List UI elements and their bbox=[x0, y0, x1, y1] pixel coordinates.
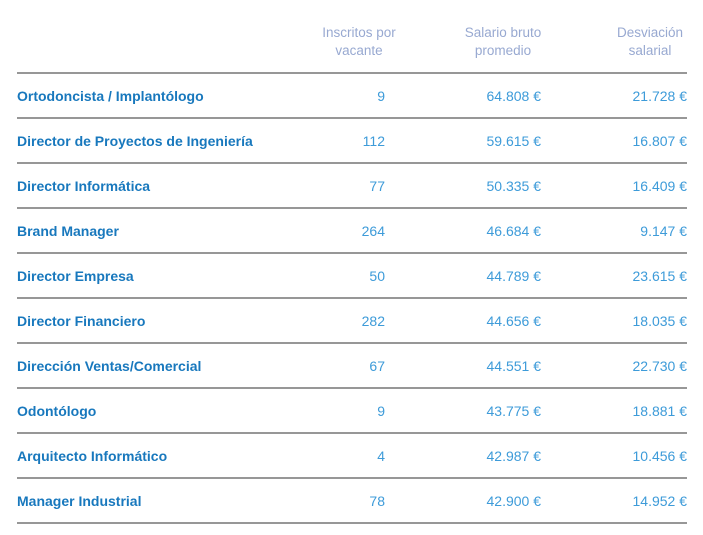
col-header-desviacion: Desviación salarial bbox=[591, 24, 687, 60]
salario-cell: 46.684 € bbox=[486, 222, 542, 239]
table-row: Brand Manager 264 46.684 € 9.147 € bbox=[17, 209, 687, 254]
col-header-salario: Salario bruto promedio bbox=[415, 24, 591, 60]
table-header: Inscritos por vacante Salario bruto prom… bbox=[17, 22, 687, 74]
inscritos-cell: 282 bbox=[361, 312, 385, 329]
salario-cell: 59.615 € bbox=[486, 132, 542, 149]
col-header-inscritos: Inscritos por vacante bbox=[303, 24, 415, 60]
table-row: Director Financiero 282 44.656 € 18.035 … bbox=[17, 299, 687, 344]
desviacion-cell: 16.409 € bbox=[632, 177, 688, 194]
job-title-cell: Dirección Ventas/Comercial bbox=[17, 357, 202, 374]
job-title-cell: Director Informática bbox=[17, 177, 151, 194]
table-row: Dirección Ventas/Comercial 67 44.551 € 2… bbox=[17, 344, 687, 389]
inscritos-cell: 9 bbox=[377, 402, 385, 419]
inscritos-cell: 67 bbox=[369, 357, 385, 374]
desviacion-cell: 22.730 € bbox=[632, 357, 688, 374]
desviacion-cell: 21.728 € bbox=[632, 87, 688, 104]
inscritos-cell: 77 bbox=[369, 177, 385, 194]
salario-cell: 44.656 € bbox=[486, 312, 542, 329]
table-row: Arquitecto Informático 4 42.987 € 10.456… bbox=[17, 434, 687, 479]
salario-cell: 43.775 € bbox=[486, 402, 542, 419]
desviacion-cell: 16.807 € bbox=[632, 132, 688, 149]
job-title-cell: Manager Industrial bbox=[17, 492, 142, 509]
table-row: Director Informática 77 50.335 € 16.409 … bbox=[17, 164, 687, 209]
job-title-cell: Director de Proyectos de Ingeniería bbox=[17, 132, 253, 149]
desviacion-cell: 23.615 € bbox=[632, 267, 688, 284]
job-title-cell: Arquitecto Informático bbox=[17, 447, 168, 464]
inscritos-cell: 4 bbox=[377, 447, 385, 464]
desviacion-cell: 18.035 € bbox=[632, 312, 688, 329]
table-row: Director de Proyectos de Ingeniería 112 … bbox=[17, 119, 687, 164]
salario-cell: 42.900 € bbox=[486, 492, 542, 509]
col-header-inscritos-label: Inscritos por vacante bbox=[322, 25, 396, 58]
table-row: Ortodoncista / Implantólogo 9 64.808 € 2… bbox=[17, 74, 687, 119]
desviacion-cell: 18.881 € bbox=[632, 402, 688, 419]
salary-table: Inscritos por vacante Salario bruto prom… bbox=[17, 22, 687, 524]
salario-cell: 50.335 € bbox=[486, 177, 542, 194]
salario-cell: 44.551 € bbox=[486, 357, 542, 374]
job-title-cell: Director Financiero bbox=[17, 312, 146, 329]
desviacion-cell: 9.147 € bbox=[640, 222, 687, 239]
inscritos-cell: 264 bbox=[361, 222, 385, 239]
inscritos-cell: 78 bbox=[369, 492, 385, 509]
col-header-desviacion-label: Desviación salarial bbox=[616, 25, 684, 58]
table-row: Odontólogo 9 43.775 € 18.881 € bbox=[17, 389, 687, 434]
desviacion-cell: 10.456 € bbox=[632, 447, 688, 464]
table-row: Director Empresa 50 44.789 € 23.615 € bbox=[17, 254, 687, 299]
job-title-cell: Director Empresa bbox=[17, 267, 134, 284]
salario-cell: 44.789 € bbox=[486, 267, 542, 284]
salario-cell: 42.987 € bbox=[486, 447, 542, 464]
salario-cell: 64.808 € bbox=[486, 87, 542, 104]
inscritos-cell: 50 bbox=[369, 267, 385, 284]
inscritos-cell: 9 bbox=[377, 87, 385, 104]
job-title-cell: Odontólogo bbox=[17, 402, 97, 419]
job-title-cell: Brand Manager bbox=[17, 222, 119, 239]
inscritos-cell: 112 bbox=[362, 132, 385, 149]
job-title-cell: Ortodoncista / Implantólogo bbox=[17, 87, 204, 104]
table-row: Manager Industrial 78 42.900 € 14.952 € bbox=[17, 479, 687, 524]
desviacion-cell: 14.952 € bbox=[632, 492, 688, 509]
col-header-salario-label: Salario bruto promedio bbox=[464, 25, 542, 58]
